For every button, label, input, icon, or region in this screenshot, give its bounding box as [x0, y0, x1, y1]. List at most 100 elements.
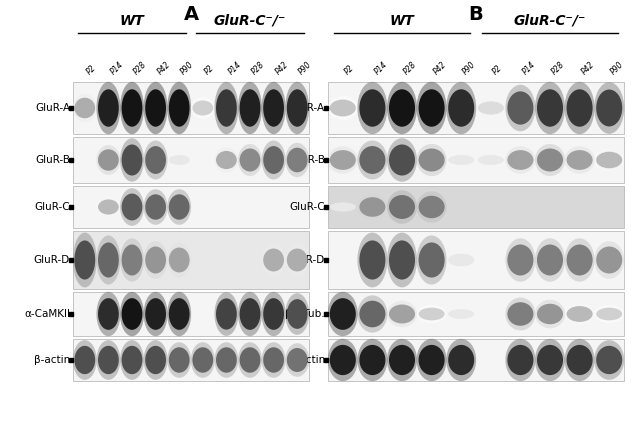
Text: βIII-Tub.: βIII-Tub. — [285, 309, 325, 319]
Text: P2: P2 — [491, 63, 504, 76]
Text: GluR-D: GluR-D — [289, 255, 325, 265]
Ellipse shape — [262, 141, 285, 179]
Ellipse shape — [508, 302, 533, 326]
Ellipse shape — [389, 240, 415, 280]
Ellipse shape — [446, 82, 476, 134]
Ellipse shape — [564, 303, 595, 325]
Text: GluR-C: GluR-C — [289, 202, 325, 212]
Ellipse shape — [330, 202, 356, 212]
Ellipse shape — [214, 147, 238, 173]
Ellipse shape — [596, 346, 622, 374]
Ellipse shape — [357, 295, 387, 333]
Text: P90: P90 — [179, 60, 196, 76]
Ellipse shape — [193, 100, 213, 115]
Text: WT: WT — [120, 14, 145, 28]
Ellipse shape — [143, 141, 168, 179]
Ellipse shape — [98, 346, 119, 374]
Bar — [328, 137, 624, 183]
Text: GluR-A: GluR-A — [290, 103, 325, 113]
Text: WT: WT — [390, 14, 414, 28]
Text: GluR-C⁻/⁻: GluR-C⁻/⁻ — [514, 14, 586, 28]
Ellipse shape — [387, 138, 417, 182]
Ellipse shape — [74, 98, 95, 118]
Text: P28: P28 — [250, 60, 266, 76]
Ellipse shape — [214, 82, 238, 134]
Ellipse shape — [566, 306, 593, 322]
Ellipse shape — [238, 342, 262, 378]
Text: P28: P28 — [550, 60, 566, 76]
Ellipse shape — [357, 141, 387, 179]
Text: P14: P14 — [108, 60, 125, 76]
Ellipse shape — [596, 247, 622, 274]
Ellipse shape — [596, 152, 622, 168]
Ellipse shape — [239, 347, 260, 373]
Ellipse shape — [191, 342, 215, 378]
Text: P14: P14 — [227, 60, 243, 76]
Text: GluR-B: GluR-B — [290, 155, 325, 165]
Ellipse shape — [357, 232, 387, 287]
Ellipse shape — [328, 339, 358, 381]
Ellipse shape — [169, 155, 189, 165]
Text: P28: P28 — [402, 60, 419, 76]
Ellipse shape — [537, 244, 563, 275]
Ellipse shape — [594, 305, 624, 323]
Ellipse shape — [360, 240, 385, 280]
Ellipse shape — [417, 236, 447, 285]
Text: P42: P42 — [580, 60, 596, 76]
Ellipse shape — [508, 345, 533, 375]
Ellipse shape — [98, 199, 119, 214]
Bar — [73, 231, 309, 289]
Ellipse shape — [360, 197, 385, 217]
Ellipse shape — [506, 146, 536, 174]
Ellipse shape — [287, 89, 308, 127]
Ellipse shape — [389, 145, 415, 175]
Ellipse shape — [262, 292, 285, 336]
Ellipse shape — [508, 91, 533, 125]
Ellipse shape — [564, 82, 595, 134]
Text: GluR-C⁻/⁻: GluR-C⁻/⁻ — [214, 14, 286, 28]
Text: A: A — [184, 5, 198, 24]
Ellipse shape — [73, 232, 97, 287]
Bar — [73, 339, 309, 381]
Ellipse shape — [446, 339, 476, 381]
Ellipse shape — [216, 347, 237, 373]
Text: P90: P90 — [461, 60, 477, 76]
Ellipse shape — [97, 236, 120, 285]
Ellipse shape — [143, 241, 168, 279]
Ellipse shape — [387, 190, 417, 224]
Ellipse shape — [535, 238, 565, 282]
Ellipse shape — [216, 151, 237, 169]
Ellipse shape — [167, 189, 191, 225]
Ellipse shape — [287, 299, 308, 329]
Ellipse shape — [419, 149, 445, 171]
Bar — [328, 82, 624, 134]
Ellipse shape — [478, 155, 504, 165]
Ellipse shape — [564, 146, 595, 174]
Ellipse shape — [387, 301, 417, 327]
Ellipse shape — [535, 300, 565, 328]
Ellipse shape — [537, 149, 563, 171]
Bar — [73, 137, 309, 183]
Ellipse shape — [239, 89, 260, 127]
Ellipse shape — [97, 145, 120, 175]
Ellipse shape — [98, 149, 119, 171]
Text: P14: P14 — [372, 60, 389, 76]
Ellipse shape — [143, 340, 168, 380]
Ellipse shape — [417, 191, 447, 223]
Ellipse shape — [287, 248, 308, 271]
Ellipse shape — [594, 149, 624, 171]
Ellipse shape — [97, 340, 120, 380]
Ellipse shape — [357, 193, 387, 221]
Bar — [328, 292, 624, 336]
Ellipse shape — [417, 339, 447, 381]
Ellipse shape — [263, 248, 284, 271]
Ellipse shape — [389, 89, 415, 127]
Ellipse shape — [74, 346, 95, 374]
Ellipse shape — [216, 89, 237, 127]
Ellipse shape — [285, 343, 309, 377]
Ellipse shape — [143, 292, 168, 336]
Ellipse shape — [448, 309, 474, 319]
Ellipse shape — [419, 243, 445, 278]
Ellipse shape — [387, 82, 417, 134]
Text: P42: P42 — [156, 60, 172, 76]
